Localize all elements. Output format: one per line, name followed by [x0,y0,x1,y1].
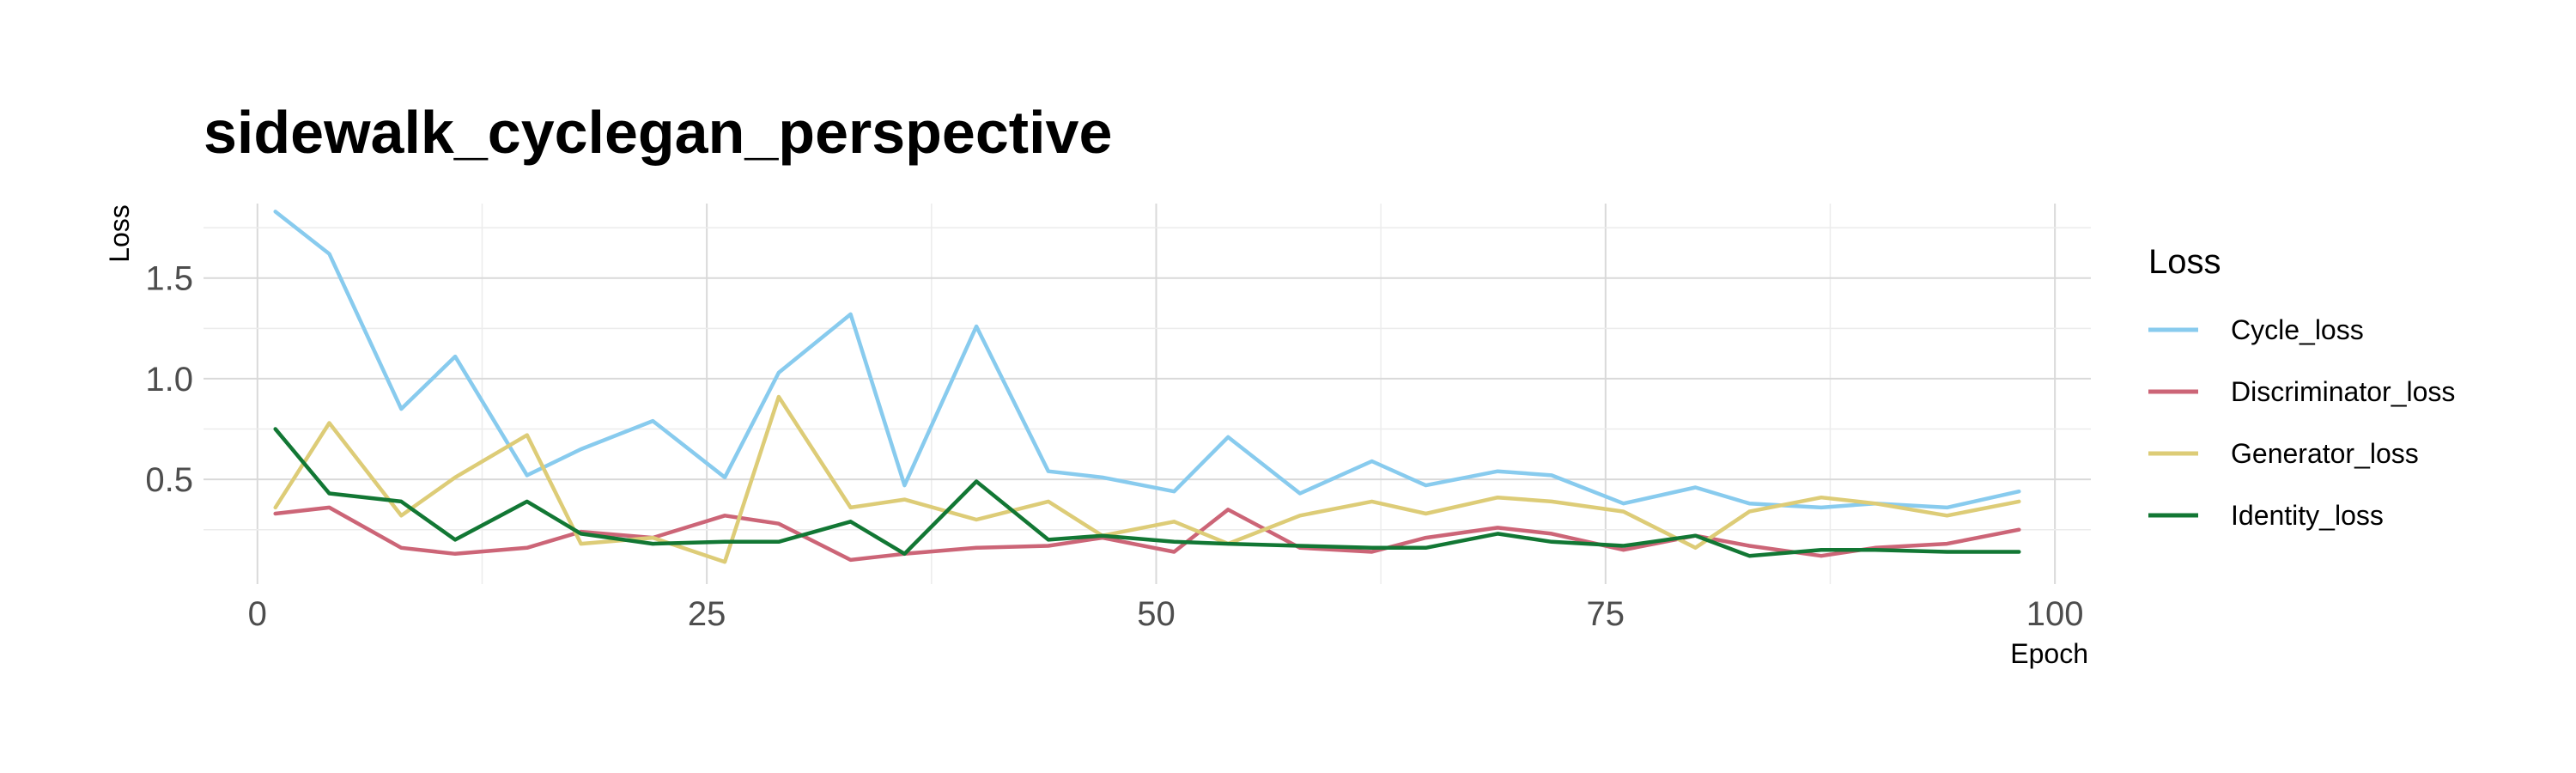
x-tick-label: 0 [248,595,267,633]
series-lines [273,210,2021,564]
y-tick-label: 1.0 [145,361,193,399]
x-axis-title: Epoch [2010,638,2088,669]
legend-label: Identity_loss [2231,500,2384,531]
legend-title: Loss [2148,243,2221,281]
legend-label: Cycle_loss [2231,314,2364,345]
series-line-generator-loss [273,394,2021,564]
series-line-cycle-loss [273,210,2021,510]
x-tick-label: 50 [1137,595,1176,633]
x-tick-label: 25 [688,595,726,633]
x-tick-label: 100 [2026,595,2084,633]
series-line-discriminator-loss [273,505,2021,563]
x-tick-label: 75 [1587,595,1625,633]
y-tick-label: 1.5 [145,260,193,298]
gridlines [204,204,2091,584]
legend: Loss Cycle_loss Discriminator_loss Generat… [2148,243,2455,531]
axis-ticks: 0 25 50 75 100 0.5 1.0 1.5 [145,260,2083,633]
series-line-identity-loss [273,427,2021,558]
y-axis-title: Loss [104,204,135,263]
y-tick-label: 0.5 [145,461,193,499]
chart-title: sidewalk_cyclegan_perspective [204,99,1112,166]
legend-items: Cycle_loss Discriminator_loss Generator_lo… [2148,314,2455,531]
legend-label: Generator_loss [2231,438,2419,469]
legend-label: Discriminator_loss [2231,376,2455,407]
